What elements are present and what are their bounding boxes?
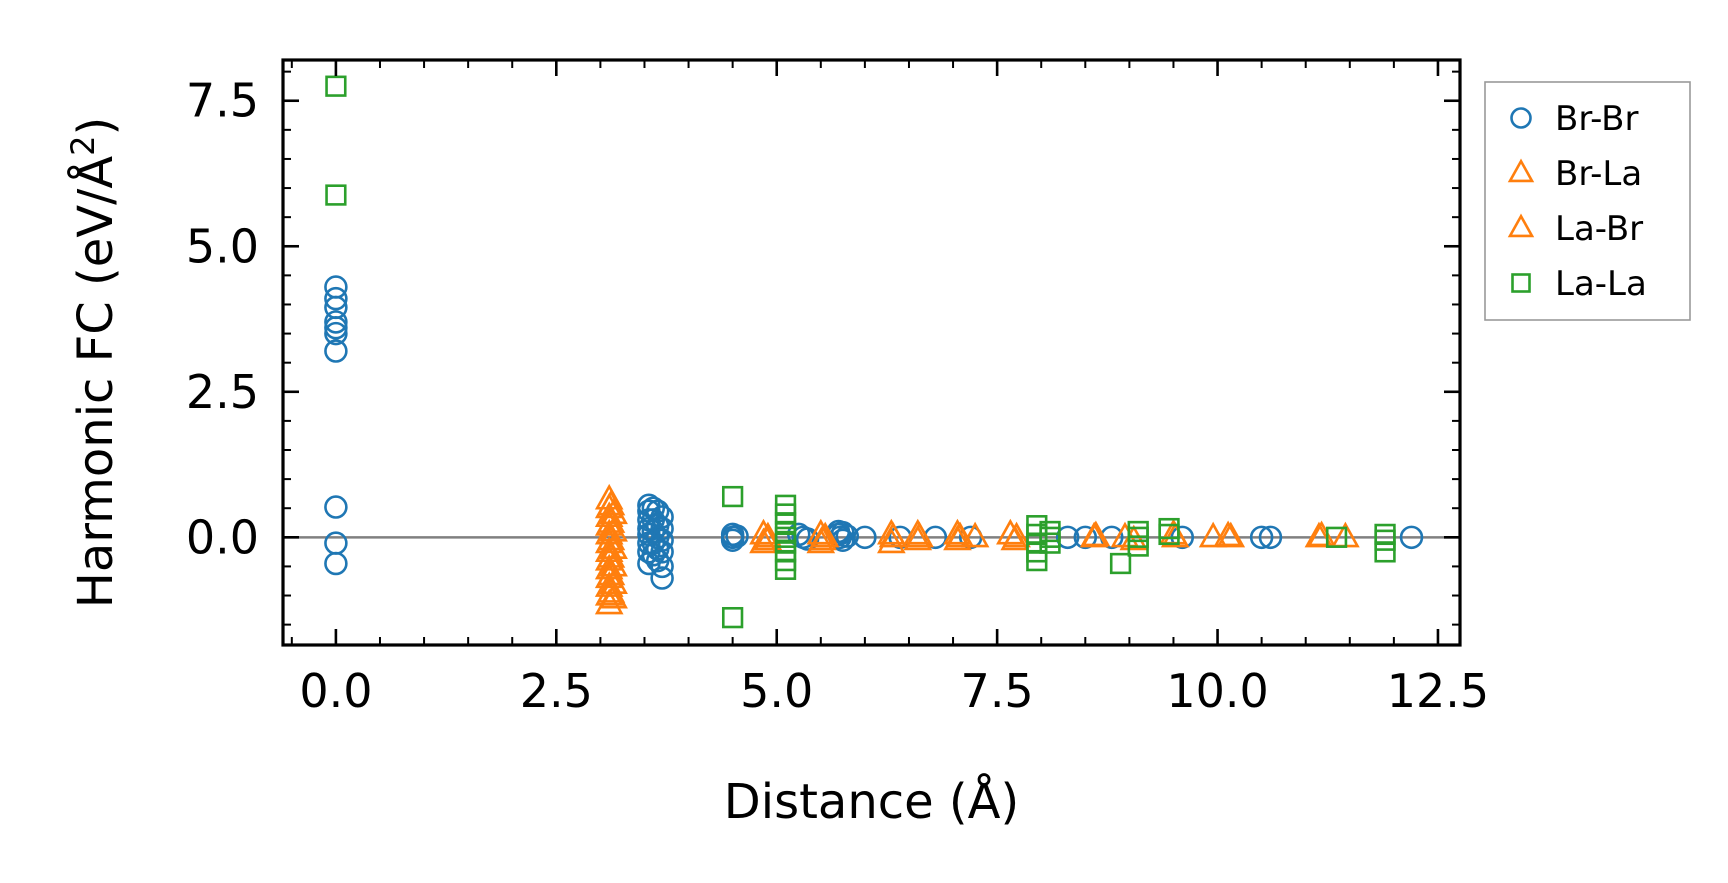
legend-label: Br-Br bbox=[1555, 99, 1639, 139]
point-br-br-5 bbox=[324, 321, 348, 346]
point-la-br-12 bbox=[1081, 520, 1111, 547]
point-br-br-7 bbox=[324, 495, 348, 519]
y-tick-label: 7.5 bbox=[186, 74, 259, 128]
point-br-la-15 bbox=[599, 533, 628, 560]
legend-marker-la-la bbox=[1511, 273, 1531, 293]
point-br-br-18 bbox=[641, 496, 666, 520]
point-br-br-1 bbox=[324, 286, 348, 311]
point-la-br-10 bbox=[945, 521, 975, 548]
point-la-la-3 bbox=[721, 606, 744, 629]
point-br-la-16 bbox=[599, 550, 628, 577]
point-br-br-23 bbox=[645, 499, 670, 523]
point-la-br-8 bbox=[878, 521, 908, 548]
point-br-br-49 bbox=[923, 525, 948, 550]
point-br-br-28 bbox=[650, 505, 674, 529]
point-la-la-0 bbox=[325, 75, 347, 97]
point-br-br-44 bbox=[831, 520, 855, 545]
point-br-br-6 bbox=[324, 339, 348, 363]
point-br-br-36 bbox=[720, 528, 745, 552]
point-br-la-38 bbox=[1198, 521, 1228, 548]
point-br-br-57 bbox=[1399, 525, 1424, 550]
data-markers bbox=[324, 75, 1424, 629]
point-br-la-21 bbox=[753, 521, 783, 548]
series-la-la bbox=[325, 75, 1396, 629]
point-br-br-32 bbox=[650, 554, 674, 579]
y-tick-label: 5.0 bbox=[186, 219, 259, 273]
x-tick-label: 2.5 bbox=[520, 664, 593, 718]
point-br-la-31 bbox=[960, 521, 990, 548]
point-la-br-13 bbox=[1160, 521, 1190, 548]
y-axis-label-main: Harmonic FC (eV/Å bbox=[67, 156, 124, 609]
legend-label: Br-La bbox=[1555, 154, 1642, 194]
point-br-br-33 bbox=[650, 566, 674, 590]
point-br-br-3 bbox=[324, 310, 348, 334]
legend-marker-br-la bbox=[1507, 158, 1535, 183]
point-la-br-0 bbox=[596, 489, 626, 516]
series-br-la bbox=[594, 483, 1360, 615]
point-la-br-4 bbox=[596, 559, 626, 586]
point-la-br-2 bbox=[596, 524, 626, 551]
point-la-br-5 bbox=[596, 576, 626, 603]
series-br-br bbox=[324, 275, 1424, 590]
axes: 0.0 2.5 5.0 7.5 10.0 12.5 0.0 2.5 5.0 7.5 Distance… bbox=[64, 58, 1489, 830]
point-la-la-21 bbox=[1109, 552, 1132, 575]
point-la-la-29 bbox=[1374, 529, 1396, 551]
x-axis-label: Distance (Å) bbox=[724, 773, 1019, 830]
point-br-br-51 bbox=[1055, 525, 1080, 550]
y-axis-label-sup: 2 bbox=[64, 135, 102, 155]
point-br-br-8 bbox=[324, 531, 348, 555]
x-tick-label: 7.5 bbox=[961, 664, 1034, 718]
legend: Br-Br Br-La La-Br La-La bbox=[1484, 81, 1691, 321]
point-br-la-17 bbox=[599, 568, 628, 594]
point-la-la-17 bbox=[1026, 549, 1048, 572]
point-la-br-3 bbox=[596, 542, 626, 568]
point-br-br-37 bbox=[725, 524, 749, 548]
point-br-br-52 bbox=[1073, 525, 1098, 550]
point-la-br-6 bbox=[753, 524, 783, 551]
point-la-la-27 bbox=[1325, 526, 1348, 548]
point-la-la-20 bbox=[1039, 532, 1061, 554]
point-la-la-12 bbox=[774, 558, 797, 580]
x-tick-label: 0.0 bbox=[299, 664, 372, 718]
y-tick-label: 0.0 bbox=[186, 510, 259, 564]
point-la-br-9 bbox=[905, 521, 934, 548]
point-br-br-29 bbox=[650, 516, 674, 541]
point-la-la-30 bbox=[1374, 541, 1396, 563]
point-la-la-24 bbox=[1127, 535, 1149, 557]
point-br-br-46 bbox=[835, 524, 860, 548]
plot-frame bbox=[281, 58, 1462, 647]
point-br-br-47 bbox=[853, 525, 877, 550]
point-br-br-4 bbox=[324, 316, 348, 340]
point-br-br-9 bbox=[324, 551, 348, 576]
legend-marker-la-br bbox=[1507, 213, 1535, 238]
point-br-la-35 bbox=[1110, 521, 1140, 548]
series-la-br bbox=[596, 489, 1336, 603]
y-axis-label: Harmonic FC (eV/Å2) bbox=[64, 117, 124, 609]
y-tick-label: 2.5 bbox=[186, 365, 259, 419]
legend-label: La-La bbox=[1555, 264, 1647, 304]
point-la-br-7 bbox=[808, 524, 837, 551]
point-br-la-14 bbox=[599, 515, 628, 542]
legend-marker-br-br bbox=[1510, 107, 1532, 129]
point-la-br-11 bbox=[1002, 521, 1031, 548]
point-br-br-30 bbox=[650, 528, 674, 552]
legend-label: La-Br bbox=[1555, 209, 1643, 249]
plot-area bbox=[283, 75, 1460, 629]
point-la-la-2 bbox=[721, 485, 744, 508]
y-axis-label-close: ) bbox=[68, 117, 124, 136]
legend-box bbox=[1484, 81, 1691, 321]
point-la-la-26 bbox=[1158, 523, 1180, 546]
point-la-br-14 bbox=[1213, 520, 1243, 547]
x-tick-label: 10.0 bbox=[1166, 664, 1268, 718]
point-la-la-28 bbox=[1374, 523, 1396, 546]
point-br-br-55 bbox=[1249, 525, 1274, 550]
x-tick-label: 12.5 bbox=[1387, 664, 1489, 718]
x-tick-label: 5.0 bbox=[740, 664, 813, 718]
point-br-la-13 bbox=[599, 498, 628, 525]
point-la-la-1 bbox=[325, 184, 347, 206]
point-la-br-1 bbox=[596, 507, 626, 533]
point-br-br-56 bbox=[1258, 525, 1283, 550]
point-br-br-31 bbox=[650, 540, 674, 564]
